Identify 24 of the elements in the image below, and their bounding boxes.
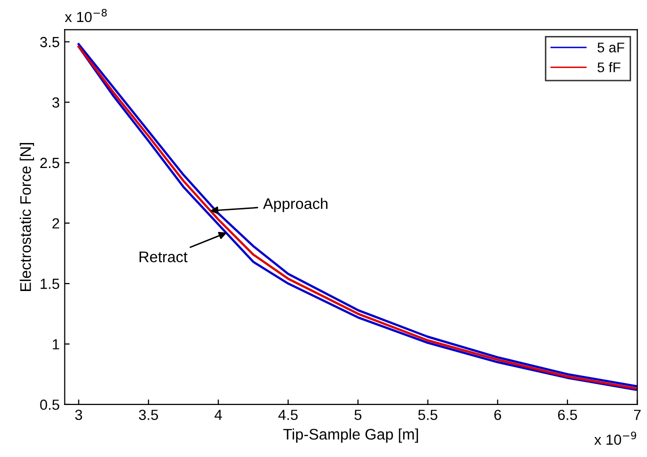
- x-tick-label: 7: [634, 410, 641, 420]
- x-tick-label: 5.5: [418, 410, 438, 420]
- annotation: Approach: [263, 198, 328, 212]
- y-tick-label: 1.5: [40, 278, 60, 289]
- text: x 10$^{−9}$: [594, 432, 636, 445]
- y-tick-label: 2.5: [40, 158, 60, 168]
- y-tick-label: 3.5: [40, 36, 60, 48]
- y-axis-title: Electrostatic Force [N]: [20, 143, 34, 291]
- x-tick-label: 4: [214, 410, 222, 420]
- x-tick-label: 3: [75, 410, 82, 420]
- legend-label: 5 aF: [598, 42, 624, 52]
- y-tick-label: 2: [52, 218, 60, 228]
- x-tick-label: 5: [354, 410, 362, 420]
- annotation: Retract: [140, 252, 188, 262]
- legend-label: 5 fF: [598, 62, 620, 72]
- x-tick-label: 3.5: [138, 410, 158, 420]
- x-axis-title: Tip-Sample Gap [m]: [283, 428, 418, 443]
- text: x 10$^{−8}$: [64, 8, 107, 22]
- x-tick-label: 4.5: [278, 410, 298, 420]
- y-tick-label: 3: [52, 97, 60, 108]
- x-tick-label: 6: [494, 410, 502, 420]
- y-tick-label: 0.5: [40, 400, 60, 410]
- y-tick-label: 1: [52, 339, 60, 350]
- x-tick-label: 6.5: [558, 410, 577, 420]
